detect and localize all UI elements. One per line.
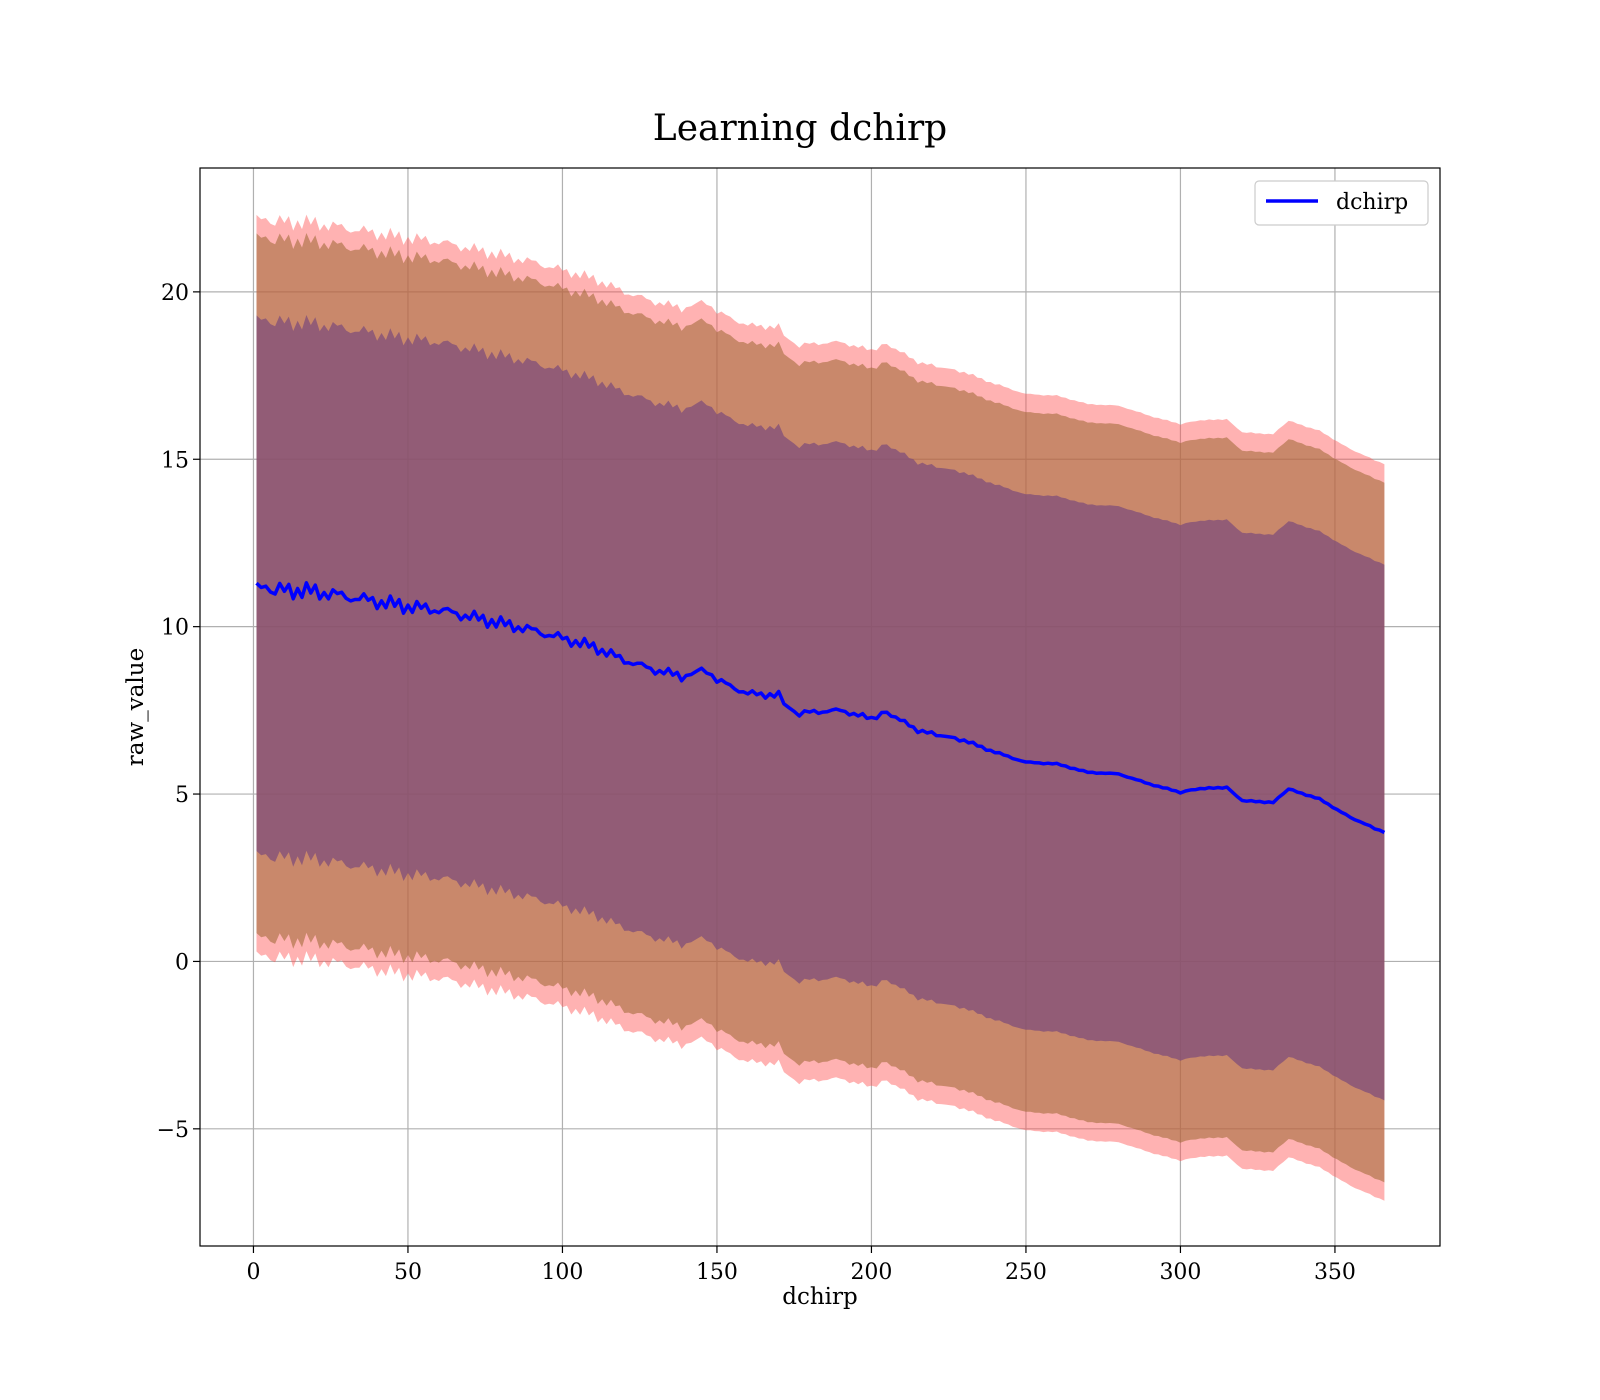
y-tick-label: 15 (161, 448, 189, 473)
y-tick-label: −5 (157, 1118, 189, 1143)
series-lines (255, 581, 1386, 835)
series-line-dchirp (255, 581, 1386, 835)
x-tick-label: 250 (1005, 1260, 1047, 1285)
x-tick-label: 0 (246, 1260, 260, 1285)
legend-entry: dchirp (1336, 190, 1408, 215)
legend: dchirp (1254, 180, 1429, 226)
x-tick-label: 350 (1314, 1260, 1356, 1285)
y-tick-label: 10 (161, 616, 189, 641)
y-tick-label: 5 (175, 783, 189, 808)
axis-ticks: 0 50 100 150 200 250 300 350 −5 0 5 10 15 20 (157, 281, 1356, 1285)
x-tick-label: 150 (696, 1260, 738, 1285)
x-tick-label: 300 (1159, 1260, 1201, 1285)
plot-frame (199, 167, 1441, 1247)
y-axis-label: raw_value (123, 648, 149, 766)
x-axis-label: dchirp (782, 1284, 858, 1310)
x-tick-label: 200 (850, 1260, 892, 1285)
legend-box (1254, 180, 1429, 226)
x-tick-label: 50 (394, 1260, 422, 1285)
band-inner (256, 315, 1385, 1101)
y-tick-label: 0 (175, 950, 189, 975)
x-tick-label: 100 (541, 1260, 583, 1285)
confidence-bands (256, 214, 1385, 1201)
y-tick-label: 20 (161, 281, 189, 306)
chart-title: Learning dchirp (653, 108, 947, 149)
